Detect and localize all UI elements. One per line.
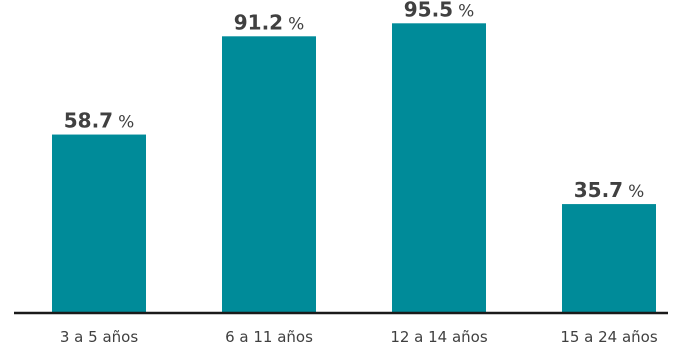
x-tick-label-0: 3 a 5 años	[60, 328, 138, 346]
bar-1	[222, 36, 316, 312]
value-label-1: 91.2%	[234, 10, 305, 34]
x-tick-label-1: 6 a 11 años	[225, 328, 313, 346]
bar-2	[392, 23, 486, 313]
bar-0	[52, 134, 146, 312]
x-tick-labels-group: 3 a 5 años 6 a 11 años 12 a 14 años 15 a 24…	[60, 328, 658, 346]
value-label-0: 58.7%	[64, 109, 135, 133]
x-tick-label-3: 15 a 24 años	[560, 328, 658, 346]
bars-group	[52, 23, 656, 313]
bar-3	[562, 204, 656, 312]
x-tick-label-2: 12 a 14 años	[390, 328, 488, 346]
value-label-3: 35.7%	[574, 178, 645, 202]
value-label-2: 95.5%	[404, 0, 475, 21]
value-labels-group: 58.7 % 91.2 % 95.5 % 35.7%	[64, 0, 645, 202]
